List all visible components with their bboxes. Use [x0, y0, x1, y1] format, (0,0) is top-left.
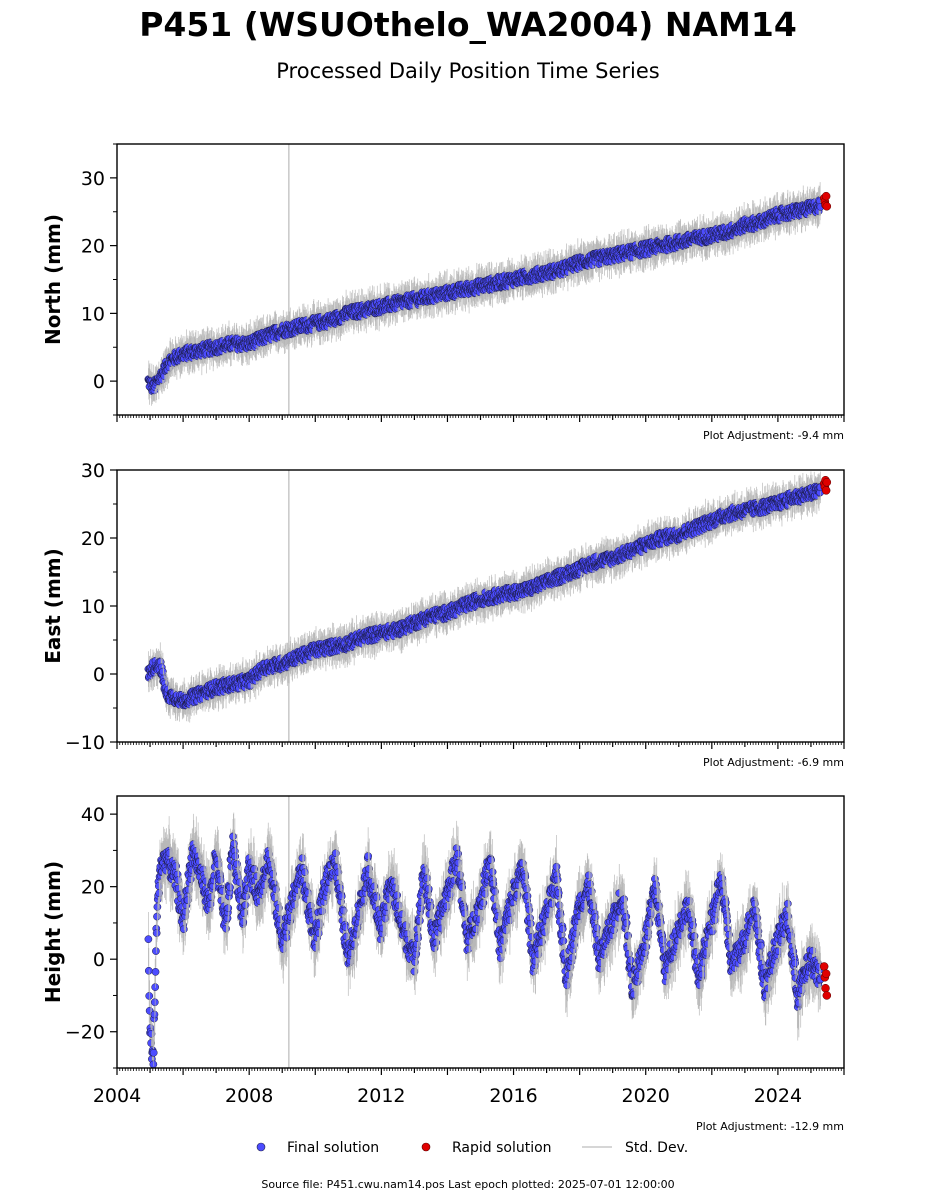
north-y-tick-label: 10 [81, 303, 105, 325]
figure-title: P451 (WSUOthelo_WA2004) NAM14 [139, 5, 797, 44]
north-y-tick-label: 30 [81, 168, 105, 190]
east-plot-area [144, 471, 832, 723]
chart-panels: 0 10 20 30 North (mm) Plot Adjustment: -9.4 m… [41, 143, 845, 1133]
north-y-tick-label: 0 [93, 371, 105, 393]
north-rapid-point [822, 202, 832, 211]
north-rapid-point [821, 191, 831, 201]
north-y-tick-label: 20 [81, 236, 105, 258]
north-plot-adjustment: Plot Adjustment: -9.4 mm [703, 429, 844, 442]
figure-subtitle: Processed Daily Position Time Series [276, 59, 660, 83]
north-plot-area [144, 182, 832, 406]
north-y-axis-label: North (mm) [41, 214, 65, 345]
north-panel: 0 10 20 30 North (mm) Plot Adjustment: -9.4 m… [41, 143, 845, 442]
